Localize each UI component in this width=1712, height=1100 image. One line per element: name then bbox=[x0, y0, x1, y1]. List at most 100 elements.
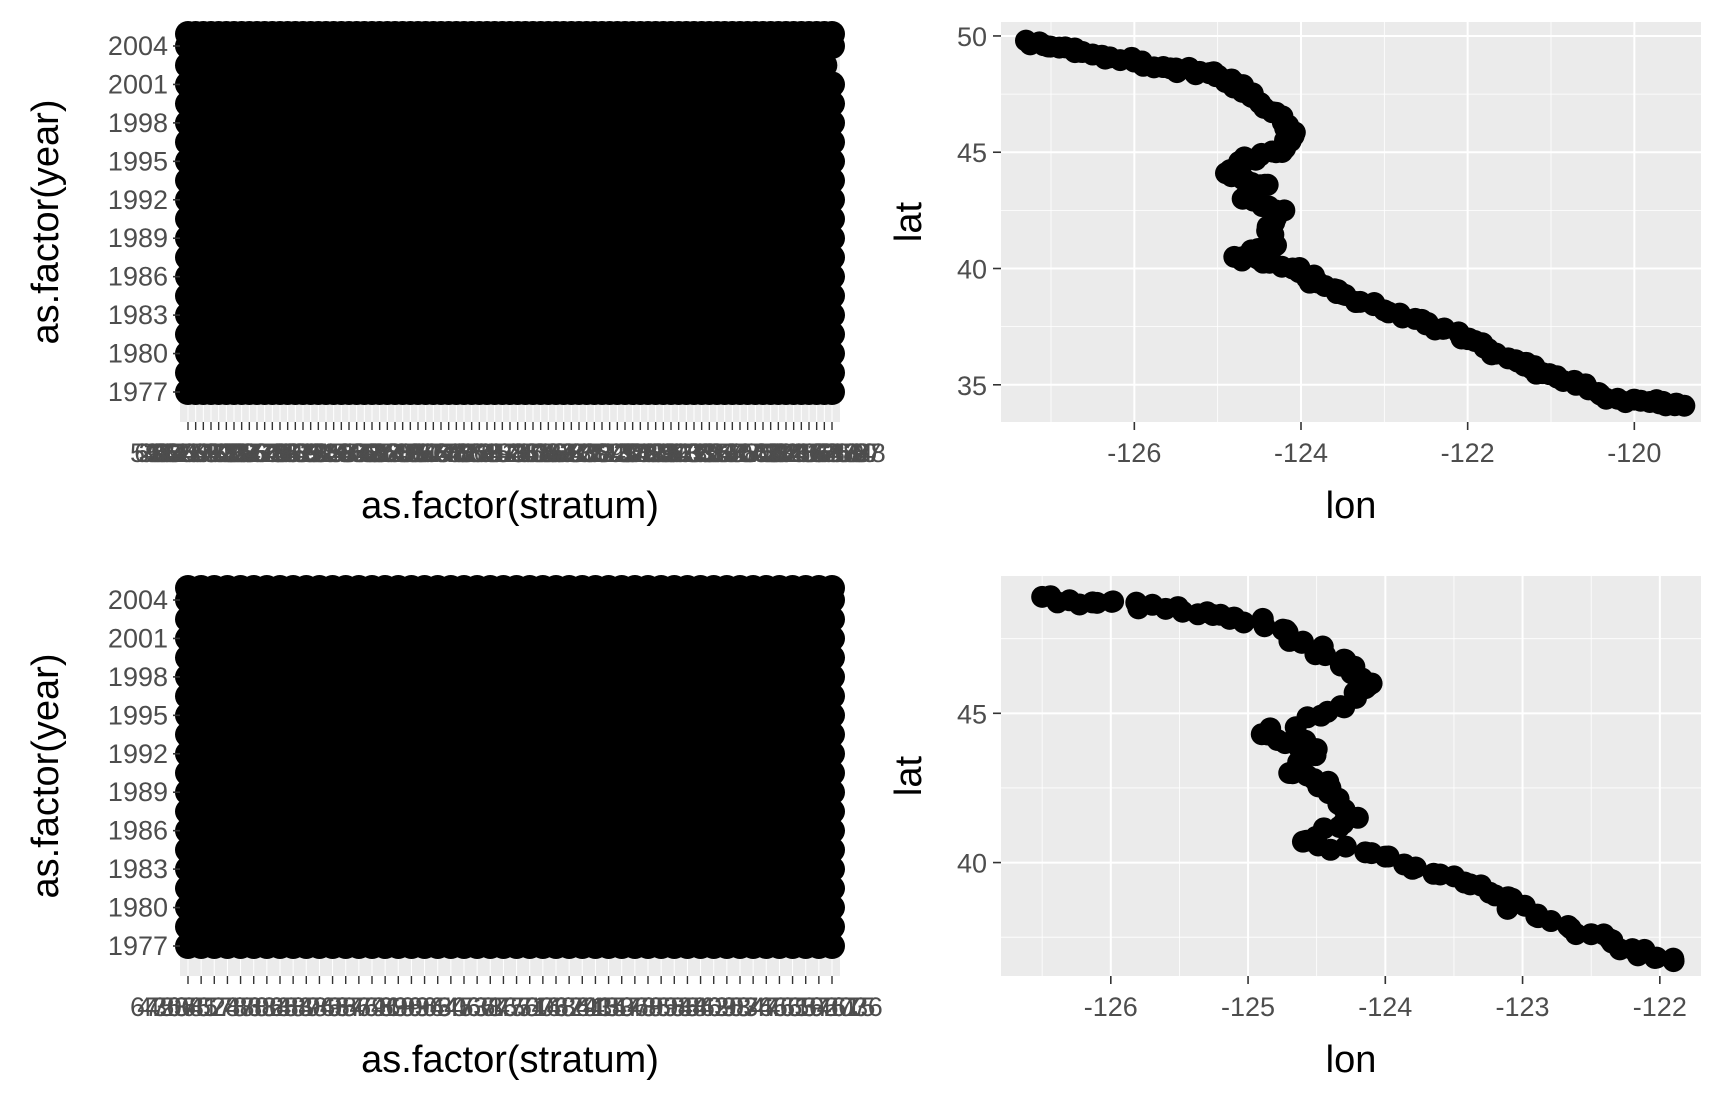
x-tick-label: 80 bbox=[409, 438, 439, 468]
y-tick-label: 1998 bbox=[108, 662, 168, 692]
y-axis-title: lat bbox=[888, 755, 930, 796]
x-tick-label: 46 bbox=[757, 438, 787, 468]
y-tick-label: 1986 bbox=[108, 262, 168, 292]
x-tick-label: 56 bbox=[529, 438, 559, 468]
x-tick-label: 51 bbox=[302, 438, 332, 468]
x-tick-label: 50 bbox=[437, 992, 467, 1022]
x-tick-label: 78 bbox=[218, 992, 248, 1022]
y-axis-title: as.factor(year) bbox=[25, 654, 67, 899]
x-tick-label: 77 bbox=[680, 438, 710, 468]
x-tick-label: 82 bbox=[160, 438, 190, 468]
x-tick-label: 33 bbox=[650, 438, 680, 468]
x-tick-label: 68 bbox=[269, 992, 299, 1022]
x-tick-label: 81 bbox=[461, 438, 491, 468]
x-tick-label: 57 bbox=[502, 992, 532, 1022]
x-tick-label: 59 bbox=[658, 438, 688, 468]
x-tick-label: 51 bbox=[761, 438, 791, 468]
x-tick-label: 38 bbox=[298, 992, 328, 1022]
x-tick-label: 31 bbox=[478, 438, 508, 468]
x-tick-label: 76 bbox=[539, 992, 569, 1022]
y-tick-label: 1977 bbox=[108, 931, 168, 961]
x-tick-label: 38 bbox=[174, 992, 204, 1022]
x-tick-label: 76 bbox=[853, 992, 883, 1022]
x-tick-label: 50 bbox=[740, 438, 770, 468]
x-tick-label: 82 bbox=[547, 438, 577, 468]
x-tick-label: 56 bbox=[772, 992, 802, 1022]
data-point bbox=[1645, 946, 1668, 969]
x-tick-label: 38 bbox=[276, 992, 306, 1022]
x-tick-label: 69 bbox=[182, 438, 212, 468]
x-tick-label: 89 bbox=[291, 992, 321, 1022]
x-tick-label: 59 bbox=[130, 438, 160, 468]
x-tick-label: 79 bbox=[632, 438, 662, 468]
x-tick-label: 66 bbox=[796, 438, 826, 468]
x-tick-label: 76 bbox=[297, 438, 327, 468]
x-tick-label: 84 bbox=[813, 438, 843, 468]
x-tick-label: 47 bbox=[444, 992, 474, 1022]
x-tick-label: 57 bbox=[203, 992, 233, 1022]
x-tick-label: 43 bbox=[137, 992, 167, 1022]
y-tick-label: 1998 bbox=[108, 108, 168, 138]
x-tick-label: 31 bbox=[473, 992, 503, 1022]
data-point bbox=[819, 817, 845, 844]
x-tick-label: 87 bbox=[342, 992, 372, 1022]
x-tick-label: 51 bbox=[517, 992, 547, 1022]
x-tick-label: 37 bbox=[435, 438, 465, 468]
x-tick-label: 68 bbox=[753, 438, 783, 468]
x-tick-label: 74 bbox=[465, 438, 495, 468]
x-tick-label: 45 bbox=[590, 992, 620, 1022]
points bbox=[1031, 585, 1685, 973]
x-tick-label: 45 bbox=[422, 438, 452, 468]
x-tick-label: 34 bbox=[620, 438, 650, 468]
x-tick-label: 41 bbox=[188, 992, 218, 1022]
x-tick-label: 58 bbox=[555, 438, 585, 468]
y-tick-label: 2001 bbox=[108, 69, 168, 99]
data-point bbox=[1404, 856, 1427, 879]
x-tick-label: 38 bbox=[678, 992, 708, 1022]
x-tick-label: 56 bbox=[418, 438, 448, 468]
x-tick-label: 55 bbox=[656, 992, 686, 1022]
x-tick-label: 57 bbox=[362, 438, 392, 468]
x-tick-label: -124 bbox=[1358, 992, 1412, 1022]
x-tick-label: 61 bbox=[780, 992, 810, 1022]
x-tick-label: 35 bbox=[701, 438, 731, 468]
x-tick-label: 44 bbox=[194, 438, 224, 468]
x-tick-label: 77 bbox=[564, 438, 594, 468]
x-tick-label: 59 bbox=[794, 992, 824, 1022]
x-tick-label: 45 bbox=[495, 992, 525, 1022]
x-tick-label: 34 bbox=[415, 992, 445, 1022]
x-tick-label: 49 bbox=[482, 438, 512, 468]
x-tick-label: 70 bbox=[152, 992, 182, 1022]
x-tick-label: 44 bbox=[332, 438, 362, 468]
x-tick-label: 75 bbox=[345, 438, 375, 468]
x-tick-label: 76 bbox=[816, 992, 846, 1022]
x-tick-label: 84 bbox=[736, 992, 766, 1022]
y-tick-label: 1989 bbox=[108, 777, 168, 807]
data-point bbox=[1662, 950, 1685, 973]
x-tick-label: 59 bbox=[401, 438, 431, 468]
data-point bbox=[1334, 835, 1357, 858]
x-tick-label: 62 bbox=[285, 438, 315, 468]
x-tick-label: 72 bbox=[585, 438, 615, 468]
x-tick-label: 66 bbox=[181, 992, 211, 1022]
x-tick-label: 45 bbox=[572, 438, 602, 468]
x-tick-label: 32 bbox=[553, 992, 583, 1022]
x-tick-label: 83 bbox=[232, 992, 262, 1022]
x-tick-label: 54 bbox=[663, 992, 693, 1022]
data-point bbox=[1539, 910, 1562, 933]
x-tick-label: 34 bbox=[802, 992, 832, 1022]
x-tick-label: 50 bbox=[159, 992, 189, 1022]
x-tick-label: 36 bbox=[743, 992, 773, 1022]
x-tick-label: 74 bbox=[735, 438, 765, 468]
x-tick-label: 68 bbox=[469, 438, 499, 468]
x-tick-label: 44 bbox=[426, 438, 456, 468]
x-tick-label: 54 bbox=[612, 992, 642, 1022]
x-tick-label: 34 bbox=[186, 438, 216, 468]
x-tick-label: 40 bbox=[267, 438, 297, 468]
data-point bbox=[819, 702, 845, 729]
x-tick-label: 34 bbox=[766, 438, 796, 468]
x-tick-label: 40 bbox=[216, 438, 246, 468]
x-tick-label: 75 bbox=[443, 438, 473, 468]
x-tick-label: 30 bbox=[516, 438, 546, 468]
x-tick-label: -120 bbox=[1607, 438, 1661, 468]
